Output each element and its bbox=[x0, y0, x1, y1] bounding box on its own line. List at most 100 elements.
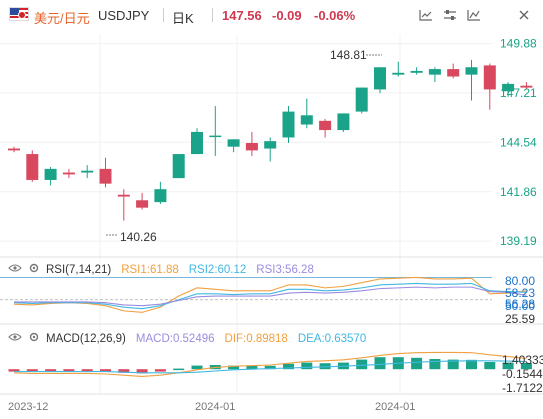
rsi2-line bbox=[13, 282, 527, 310]
rsi-legend: RSI(7,14,21) RSI1:61.88 RSI2:60.12 RSI3:… bbox=[8, 262, 314, 277]
candle bbox=[428, 67, 441, 83]
us-jp-flag-icon bbox=[9, 7, 29, 21]
period-selector[interactable]: 日K bbox=[172, 11, 194, 26]
candle bbox=[264, 137, 277, 162]
symbol-code[interactable]: USDJPY bbox=[98, 8, 150, 23]
macd-bar bbox=[319, 363, 331, 370]
rsi3-value: RSI3:56.28 bbox=[256, 263, 314, 276]
high-label: 148.81 bbox=[330, 48, 367, 62]
candle bbox=[465, 59, 478, 101]
candles bbox=[8, 59, 533, 221]
candle bbox=[520, 82, 533, 90]
candle bbox=[26, 150, 39, 182]
y-tick-label: 147.21 bbox=[500, 86, 537, 100]
macd-axis-label: 1.40333 bbox=[502, 353, 543, 367]
macd-bar bbox=[118, 369, 130, 373]
macd-axis-label: -1.71224 bbox=[502, 381, 543, 395]
macd-bar bbox=[283, 363, 294, 370]
candle bbox=[282, 106, 295, 143]
macd-bar bbox=[466, 359, 477, 370]
symbol-name[interactable]: 美元/日元 bbox=[34, 11, 90, 26]
macd-value: MACD:0.52496 bbox=[135, 332, 215, 345]
y-tick-label: 141.86 bbox=[500, 185, 537, 199]
eye-icon[interactable] bbox=[8, 332, 22, 345]
macd-bar bbox=[136, 369, 148, 374]
rsi-name[interactable]: RSI(7,14,21) bbox=[46, 263, 112, 276]
candle bbox=[245, 131, 258, 156]
macd-bar bbox=[228, 365, 240, 370]
candle bbox=[447, 63, 460, 79]
low-annotation: 140.26 bbox=[106, 230, 157, 244]
macd-bar bbox=[8, 369, 20, 372]
settings-sliders-icon[interactable] bbox=[440, 6, 460, 24]
close-icon[interactable] bbox=[514, 6, 534, 24]
candle bbox=[374, 67, 386, 94]
macd-bar bbox=[26, 369, 38, 372]
macd-bar bbox=[45, 369, 57, 372]
candle bbox=[410, 67, 423, 75]
gear-icon[interactable] bbox=[28, 262, 40, 277]
candle bbox=[209, 106, 222, 156]
candle bbox=[392, 61, 405, 77]
candle bbox=[502, 82, 515, 97]
candle bbox=[117, 189, 130, 221]
macd-bar bbox=[246, 365, 258, 370]
candle bbox=[300, 98, 313, 129]
x-tick-label: 2024-01 bbox=[195, 401, 235, 413]
macd-bar bbox=[484, 362, 496, 370]
high-annotation: 148.81 bbox=[330, 48, 382, 62]
candle bbox=[483, 63, 496, 110]
rsi-axis-label: 80.00 bbox=[505, 274, 535, 288]
price-change-pct: -0.06% bbox=[314, 8, 356, 23]
x-tick-label: 2024-01 bbox=[375, 401, 415, 413]
candle bbox=[136, 192, 149, 210]
y-tick-label: 144.54 bbox=[500, 135, 537, 149]
macd-bar bbox=[81, 369, 93, 372]
macd-bar bbox=[356, 359, 368, 370]
macd-bar bbox=[301, 362, 313, 370]
candle bbox=[227, 139, 240, 153]
dif-line bbox=[13, 351, 527, 377]
macd-bar bbox=[154, 369, 166, 372]
x-tick-label: 2023-12 bbox=[8, 401, 48, 413]
compare-icon[interactable] bbox=[464, 6, 484, 24]
low-label: 140.26 bbox=[120, 230, 157, 244]
rsi-axis-label: 58.23 bbox=[505, 286, 535, 300]
last-price: 147.56 bbox=[222, 8, 262, 23]
dif-value: DIF:0.89818 bbox=[224, 332, 288, 345]
macd-bar bbox=[447, 359, 459, 370]
macd-bar bbox=[63, 369, 75, 372]
rsi1-line bbox=[13, 276, 527, 313]
candle bbox=[355, 87, 368, 114]
macd-bar bbox=[520, 362, 532, 370]
time-axis: 2023-12 2024-01 2024-01 bbox=[8, 401, 415, 413]
rsi2-value: RSI2:60.12 bbox=[188, 263, 247, 276]
candle bbox=[81, 165, 94, 179]
macd-bar bbox=[191, 365, 203, 370]
y-tick-label: 149.88 bbox=[500, 37, 537, 51]
rsi-axis-label: 56.28 bbox=[505, 297, 535, 311]
rsi-lines bbox=[13, 276, 527, 313]
eye-icon[interactable] bbox=[8, 263, 22, 276]
macd-bar bbox=[100, 369, 111, 372]
candle bbox=[191, 128, 203, 155]
rsi-axis-label: 50.00 bbox=[505, 299, 535, 313]
y-tick-label: 139.19 bbox=[500, 234, 537, 248]
macd-legend: MACD(12,26,9) MACD:0.52496 DIF:0.89818 D… bbox=[8, 331, 366, 346]
macd-bar bbox=[411, 357, 423, 370]
separator bbox=[212, 8, 213, 22]
candle bbox=[154, 181, 167, 204]
indicator-icon[interactable] bbox=[416, 6, 436, 24]
rsi1-value: RSI1:61.88 bbox=[121, 263, 179, 276]
candle bbox=[62, 168, 75, 179]
dea-line bbox=[14, 360, 527, 374]
candle bbox=[99, 157, 112, 188]
price-change: -0.09 bbox=[272, 8, 302, 23]
macd-bar bbox=[429, 359, 441, 370]
macd-name[interactable]: MACD(12,26,9) bbox=[46, 332, 126, 345]
candle bbox=[8, 146, 20, 153]
candle bbox=[44, 167, 57, 186]
gear-icon[interactable] bbox=[28, 331, 40, 346]
macd-bar bbox=[173, 368, 185, 371]
